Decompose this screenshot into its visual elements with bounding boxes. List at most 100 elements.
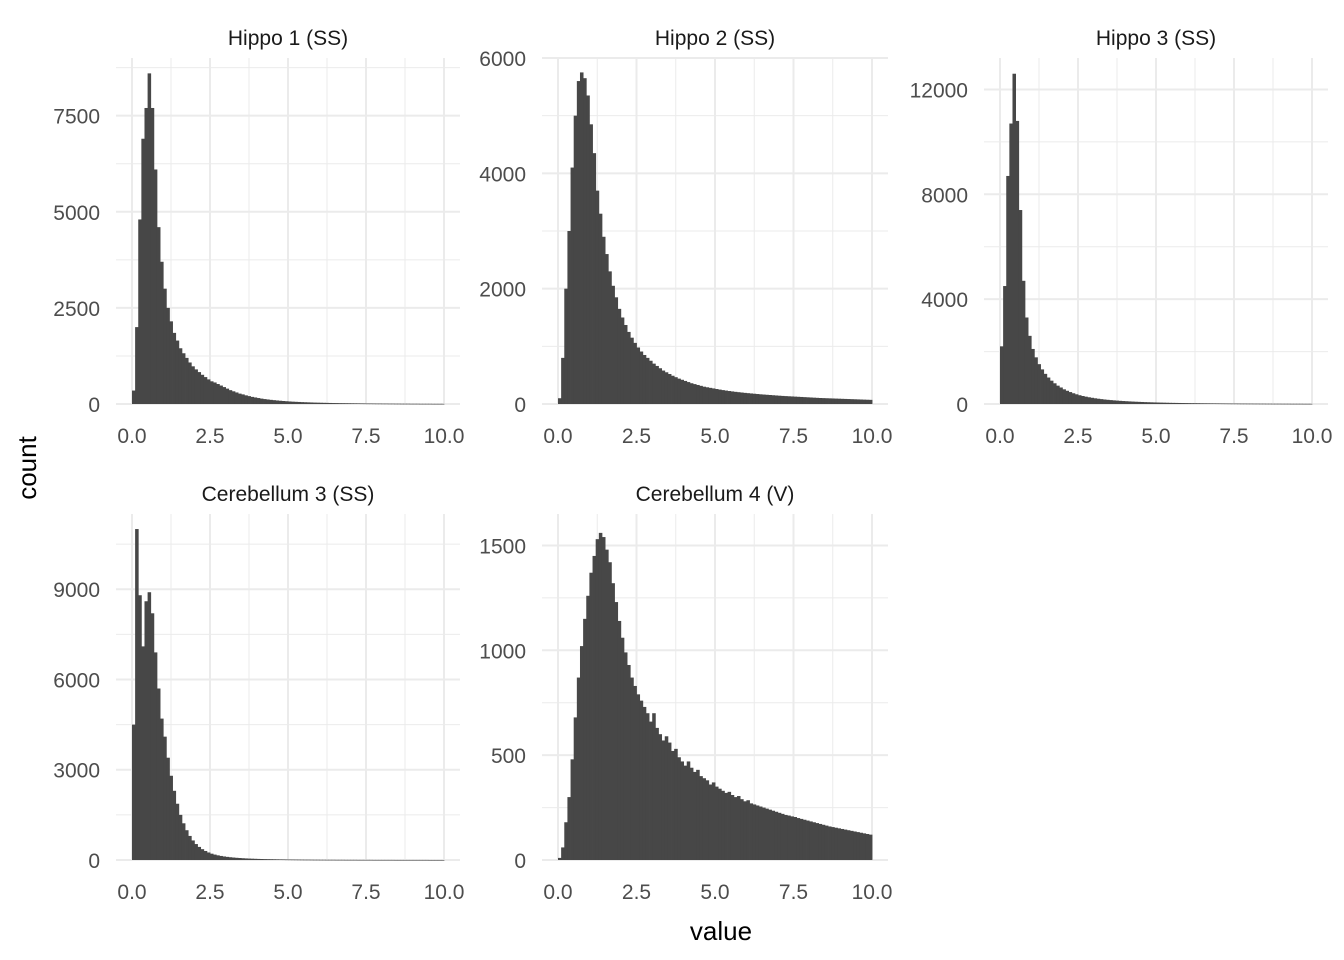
- y-tick-label: 0: [88, 850, 100, 873]
- x-tick-label: 10.0: [424, 881, 465, 904]
- x-tick-label: 5.0: [1141, 425, 1170, 448]
- histogram-bar: [194, 844, 198, 860]
- histogram-bar: [172, 790, 177, 860]
- histogram-bar: [387, 403, 392, 405]
- histogram-bar: [372, 859, 376, 861]
- histogram-bar: [667, 374, 672, 404]
- histogram-bar: [799, 396, 804, 404]
- histogram-bar: [250, 858, 255, 860]
- histogram-bar: [1218, 403, 1222, 405]
- histogram-bar: [331, 859, 336, 861]
- histogram-bar: [680, 379, 684, 404]
- histogram-bar: [178, 814, 183, 860]
- histogram-bar: [790, 816, 794, 860]
- histogram-bar: [708, 387, 713, 404]
- y-tick-label: 6000: [53, 669, 100, 692]
- histogram-bar: [387, 859, 392, 861]
- x-tick-label: 2.5: [195, 881, 224, 904]
- histogram-bar: [347, 403, 351, 404]
- histogram-bar: [762, 394, 766, 404]
- histogram-bar: [381, 859, 386, 861]
- histogram-bar: [1121, 401, 1126, 404]
- facet-title: Hippo 2 (SS): [655, 27, 775, 50]
- histogram-bar: [288, 859, 292, 861]
- histogram-bar: [693, 384, 697, 404]
- histogram-bar: [269, 399, 273, 404]
- x-tick-label: 7.5: [351, 425, 380, 448]
- histogram-bar: [1277, 403, 1282, 405]
- histogram-bar: [718, 389, 722, 404]
- histogram-bar: [169, 321, 173, 404]
- x-axis-title: value: [690, 916, 752, 946]
- histogram-bar: [746, 800, 750, 860]
- histogram-bar: [362, 859, 367, 861]
- histogram-bar: [1068, 392, 1073, 404]
- histogram-bar: [1056, 385, 1060, 404]
- histogram-bar: [203, 850, 208, 860]
- histogram-bar: [799, 818, 804, 860]
- histogram-bar: [244, 395, 248, 404]
- x-tick-label: 10.0: [1292, 425, 1333, 448]
- histogram-bar: [771, 810, 776, 860]
- histogram-bar: [1305, 403, 1310, 405]
- histogram-bar: [1078, 395, 1082, 404]
- y-tick-label: 3000: [53, 760, 100, 783]
- histogram-bar: [718, 788, 722, 860]
- histogram-bar: [359, 403, 364, 405]
- histogram-bar: [275, 400, 280, 404]
- histogram-bar: [765, 808, 769, 860]
- histogram-bar: [589, 124, 593, 405]
- x-tick-label: 5.0: [273, 425, 302, 448]
- histogram-bar: [586, 95, 590, 404]
- histogram-bar: [1127, 401, 1132, 404]
- histogram-bar: [586, 595, 590, 860]
- histogram-bar: [768, 395, 772, 404]
- histogram-bar: [141, 138, 145, 404]
- histogram-bar: [1134, 401, 1138, 404]
- histogram-bar: [802, 819, 807, 860]
- histogram-bar: [862, 833, 867, 860]
- y-axis-title: count: [12, 435, 42, 499]
- histogram-bar: [1165, 402, 1169, 404]
- histogram-bar: [853, 399, 857, 404]
- histogram-bar: [721, 790, 725, 860]
- histogram-bar: [840, 828, 845, 860]
- histogram-bar: [705, 780, 710, 860]
- histogram-bar: [853, 831, 857, 860]
- histogram-bar: [683, 380, 688, 404]
- histogram-bar: [175, 340, 180, 404]
- histogram-bar: [1249, 403, 1254, 405]
- histogram-bar: [868, 399, 873, 404]
- histogram-bar: [1227, 403, 1232, 405]
- histogram-bar: [1296, 403, 1300, 405]
- histogram-bar: [1093, 398, 1098, 404]
- histogram-bar: [378, 403, 382, 405]
- histogram-bar: [796, 818, 801, 860]
- histogram-bar: [406, 859, 411, 861]
- histogram-bar: [605, 549, 609, 860]
- histogram-bar: [415, 859, 420, 861]
- histogram-bar: [403, 859, 407, 861]
- histogram-bar: [1146, 402, 1151, 404]
- histogram-bar: [806, 820, 810, 860]
- y-tick-label: 0: [88, 394, 100, 417]
- histogram-bar: [384, 403, 389, 405]
- histogram-bar: [369, 403, 373, 405]
- histogram-bar: [696, 769, 700, 860]
- histogram-bar: [1115, 400, 1119, 404]
- histogram-bar: [746, 393, 750, 404]
- histogram-bar: [250, 396, 255, 404]
- histogram-bar: [288, 401, 292, 404]
- histogram-bar: [303, 402, 308, 404]
- histogram-bar: [337, 403, 342, 404]
- histogram-bar: [727, 391, 732, 404]
- histogram-bar: [850, 830, 854, 860]
- histogram-bar: [156, 688, 161, 860]
- histogram-bar: [1065, 390, 1070, 404]
- histogram-bar: [649, 721, 653, 860]
- histogram-bar: [437, 859, 442, 861]
- histogram-bar: [1028, 335, 1032, 404]
- histogram-bar: [828, 826, 832, 860]
- histogram-bar: [787, 815, 791, 860]
- histogram-bar: [592, 153, 597, 404]
